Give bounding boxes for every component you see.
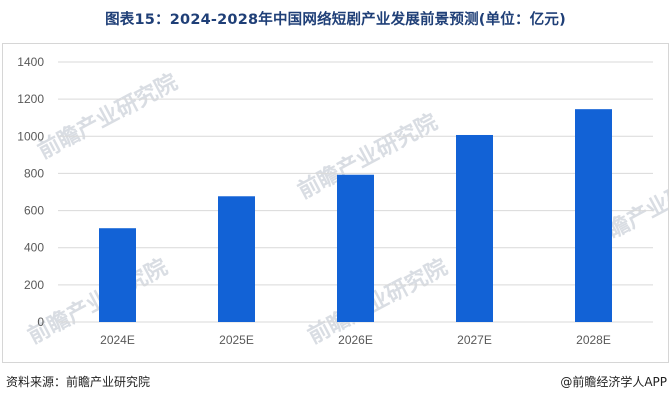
watermark-text: 前瞻产业研究院 (24, 254, 172, 349)
y-tick-label: 1000 (17, 129, 44, 143)
bar-2026E (337, 174, 374, 322)
x-tick-label: 2024E (100, 333, 135, 347)
x-tick-label: 2026E (338, 333, 373, 347)
bar-2027E (456, 134, 493, 322)
credit-note: @前瞻经济学人APP (560, 375, 667, 389)
x-tick-label: 2028E (576, 333, 611, 347)
bar-2024E (99, 228, 136, 322)
chart-frame: 前瞻产业研究院 前瞻产业研究院 前瞻产业研究院 前瞻产业研究院 前瞻产业研究院 0 200… (2, 43, 669, 363)
y-tick-label: 0 (37, 315, 44, 329)
y-tick-label: 1200 (17, 92, 44, 106)
x-axis-ticks: 2024E 2025E 2026E 2027E 2028E (100, 333, 611, 347)
chart-title: 图表15：2024-2028年中国网络短剧产业发展前景预测(单位：亿元) (105, 12, 566, 28)
y-tick-label: 600 (24, 204, 44, 218)
y-tick-label: 400 (24, 241, 44, 255)
y-tick-label: 800 (24, 166, 44, 180)
x-tick-label: 2025E (219, 333, 254, 347)
bar-2028E (575, 109, 612, 323)
watermark-text: 前瞻产业研究院 (304, 254, 452, 349)
y-tick-label: 200 (24, 278, 44, 292)
source-note: 资料来源：前瞻产业研究院 (6, 375, 151, 389)
bar-2025E (218, 196, 255, 322)
y-tick-label: 1400 (17, 55, 44, 69)
y-axis-ticks: 0 200 400 600 800 1000 1200 1400 (17, 55, 44, 329)
bars (99, 109, 612, 323)
x-tick-label: 2027E (457, 333, 492, 347)
watermark-text: 前瞻产业研究院 (34, 69, 182, 164)
